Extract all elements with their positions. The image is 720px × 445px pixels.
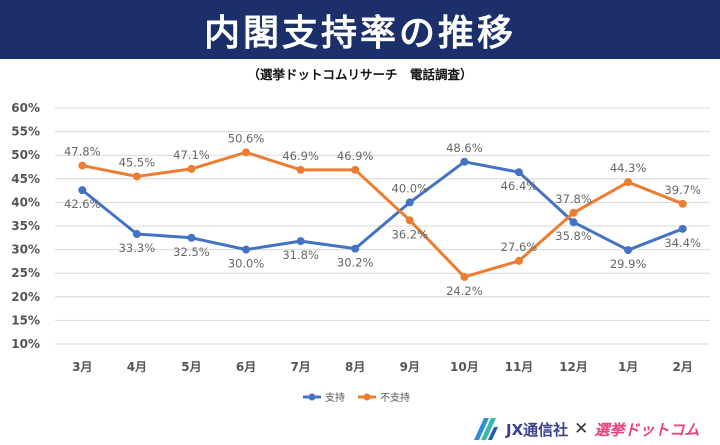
- data-label-support: 29.9%: [610, 257, 647, 271]
- y-tick-label: 10%: [11, 337, 40, 351]
- data-point-disapprove: [460, 272, 469, 281]
- x-tick-label: 3月: [72, 360, 92, 374]
- data-point-support: [460, 157, 469, 166]
- data-point-disapprove: [187, 164, 196, 173]
- data-label-disapprove: 24.2%: [446, 284, 483, 298]
- data-point-support: [187, 233, 196, 242]
- data-label-disapprove: 50.6%: [228, 131, 265, 145]
- data-point-support: [132, 230, 141, 239]
- data-point-disapprove: [569, 208, 578, 217]
- legend-label-disapprove: 不支持: [380, 391, 410, 404]
- legend-marker-support: [308, 393, 316, 401]
- x-tick-label: 1月: [618, 360, 638, 374]
- data-point-support: [78, 186, 87, 195]
- data-label-support: 48.6%: [446, 141, 483, 155]
- data-label-disapprove: 46.9%: [282, 149, 319, 163]
- data-label-disapprove: 39.7%: [664, 183, 701, 197]
- series-line-support: [81, 160, 684, 252]
- data-label-disapprove: 44.3%: [610, 161, 647, 175]
- data-point-disapprove: [514, 256, 523, 265]
- y-tick-label: 35%: [11, 219, 40, 233]
- data-point-disapprove: [624, 178, 633, 187]
- series-line-disapprove: [81, 150, 684, 279]
- data-point-support: [351, 244, 360, 253]
- chart-title: 内閣支持率の推移: [203, 12, 516, 54]
- data-label-support: 33.3%: [119, 241, 156, 255]
- data-label-disapprove: 36.2%: [392, 227, 429, 241]
- data-label-support: 35.8%: [555, 229, 592, 243]
- data-point-disapprove: [242, 148, 251, 157]
- data-label-disapprove: 45.5%: [119, 155, 156, 169]
- y-tick-label: 60%: [11, 101, 40, 115]
- x-tick-label: 9月: [400, 360, 420, 374]
- x-tick-label: 7月: [290, 360, 310, 374]
- y-tick-label: 50%: [11, 148, 40, 162]
- data-point-support: [624, 246, 633, 255]
- y-tick-label: 40%: [11, 195, 40, 209]
- x-tick-label: 11月: [505, 360, 534, 374]
- legend-marker-disapprove: [363, 393, 371, 401]
- data-point-support: [678, 224, 687, 233]
- cross-icon: ✕: [574, 419, 589, 439]
- x-tick-label: 2月: [673, 360, 693, 374]
- y-tick-label: 30%: [11, 243, 40, 257]
- x-tick-label: 6月: [236, 360, 256, 374]
- senkyo-brand-name: 選挙ドットコム: [594, 420, 700, 439]
- data-label-support: 40.0%: [392, 181, 429, 195]
- x-tick-label: 10月: [450, 360, 479, 374]
- data-point-disapprove: [351, 165, 360, 174]
- jx-brand-name: JX通信社: [506, 420, 569, 439]
- data-label-support: 32.5%: [173, 245, 210, 259]
- y-tick-label: 20%: [11, 290, 40, 304]
- data-point-disapprove: [78, 161, 87, 170]
- legend-label-support: 支持: [325, 391, 345, 404]
- data-point-support: [405, 198, 414, 207]
- data-point-disapprove: [296, 165, 305, 174]
- y-tick-label: 55%: [11, 125, 40, 139]
- data-point-disapprove: [405, 216, 414, 225]
- data-label-disapprove: 47.8%: [64, 145, 101, 159]
- data-label-disapprove: 47.1%: [173, 148, 210, 162]
- data-label-support: 34.4%: [664, 236, 701, 250]
- chart-title-banner: 内閣支持率の推移: [0, 0, 720, 59]
- data-point-support: [296, 237, 305, 246]
- x-tick-label: 8月: [345, 360, 365, 374]
- data-point-support: [242, 245, 251, 254]
- data-label-support: 42.6%: [64, 197, 101, 211]
- data-label-support: 30.0%: [228, 257, 265, 271]
- x-tick-label: 5月: [181, 360, 201, 374]
- data-label-support: 30.2%: [337, 256, 374, 270]
- x-tick-label: 4月: [127, 360, 147, 374]
- jx-logo-icon: [474, 418, 498, 440]
- y-tick-label: 25%: [11, 266, 40, 280]
- y-tick-label: 45%: [11, 172, 40, 186]
- data-label-disapprove: 37.8%: [555, 192, 592, 206]
- x-tick-label: 12月: [559, 360, 588, 374]
- data-label-disapprove: 27.6%: [501, 240, 538, 254]
- data-label-support: 31.8%: [282, 248, 319, 262]
- y-tick-label: 15%: [11, 313, 40, 327]
- data-label-support: 46.4%: [501, 179, 538, 193]
- data-point-disapprove: [132, 172, 141, 181]
- data-point-disapprove: [678, 199, 687, 208]
- data-label-disapprove: 46.9%: [337, 149, 374, 163]
- footer-branding: JX通信社 ✕ 選挙ドットコム: [472, 416, 699, 442]
- data-point-support: [514, 168, 523, 177]
- chart-subtitle: （選挙ドットコムリサーチ 電話調査）: [247, 67, 473, 82]
- data-point-support: [569, 218, 578, 227]
